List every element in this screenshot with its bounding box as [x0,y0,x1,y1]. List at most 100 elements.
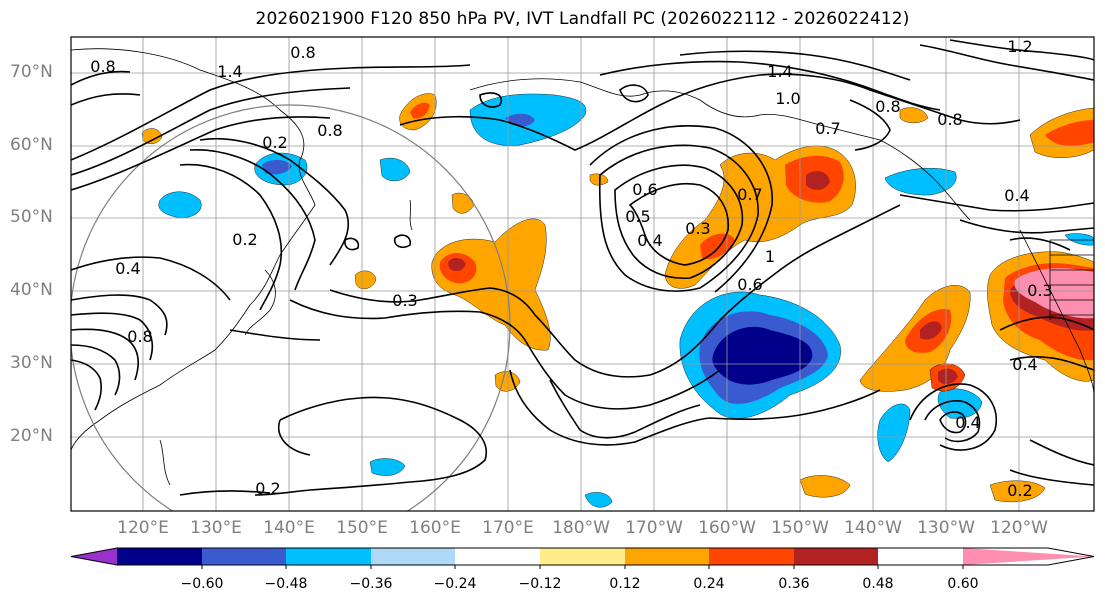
contour-label: 0.8 [317,121,342,140]
contour-label: 1.2 [1007,37,1032,56]
neg-anomaly-region [584,492,613,508]
shading-layer [141,93,1094,508]
lon-label: 130°W [917,518,975,538]
colorbar [70,547,1095,569]
colorbar-tick-label: −0.12 [518,576,562,592]
colorbar-segment [117,548,202,565]
colorbar-segment [709,548,794,565]
colorbar-tick-label: −0.48 [264,576,308,592]
contour-label: 0.2 [262,133,287,152]
contour-label: 0.5 [625,207,650,226]
contour-label: 0.3 [685,219,710,238]
contour-label: 0.8 [90,57,115,76]
contour-label: 0.7 [737,185,762,204]
colorbar-tick-label: 0.36 [778,576,810,592]
colorbar-tick-label: −0.60 [180,576,224,592]
contour-label: 0.2 [255,479,280,498]
contour-label: 0.8 [937,110,962,129]
contour-label: 0.4 [955,413,980,432]
colorbar-segment [286,548,371,565]
coastlines [71,48,1094,486]
contour-label: 0.4 [637,231,662,250]
contour-label: 0.8 [875,97,900,116]
lat-label: 40°N [10,280,53,300]
contour-labels: 0.8 0.8 1.4 0.8 1.4 1.2 1.0 0.8 0.7 0.8 0.2 0.4 0.2 0… [90,37,1052,500]
colorbar-segment [71,548,117,565]
contour-label: 0.7 [815,119,840,138]
lon-label: 120°W [990,518,1048,538]
lon-label: 170°E [482,518,534,538]
contour-label: 1.4 [217,62,242,81]
contour-lines [71,39,1094,496]
colorbar-segment [794,548,878,565]
colorbar-segment [371,548,455,565]
colorbar-tick-label: 0.48 [862,576,894,592]
contour-label: 1.4 [767,62,792,81]
colorbar-tick-label: 0.60 [947,576,979,592]
lon-label: 170°W [625,518,683,538]
lat-label: 20°N [10,426,53,446]
colorbar-segment [455,548,540,565]
contour-label: 0.3 [392,291,417,310]
contour-label: 0.3 [1027,281,1052,300]
neg-anomaly-region [877,403,911,463]
lon-label: 150°W [771,518,829,538]
lat-label: 50°N [10,207,53,227]
neg-anomaly-region [1064,233,1094,246]
pos-anomaly-region [589,173,609,186]
pos-anomaly-region [920,321,942,340]
contour-label: 0.8 [290,43,315,62]
neg-anomaly-region [884,168,957,196]
colorbar-outline [70,547,1095,566]
map-frame [70,36,1095,512]
lon-label: 160°W [698,518,756,538]
lat-label: 30°N [10,353,53,373]
gridlines [71,37,1094,511]
colorbar-segment [625,548,709,565]
lon-label: 120°E [117,518,169,538]
neg-anomaly-region [369,458,406,476]
lon-label: 130°E [190,518,242,538]
lon-label: 150°E [336,518,388,538]
lon-label: 180°W [552,518,610,538]
lat-label: 70°N [10,62,53,82]
contour-label: 0.8 [127,327,152,346]
contour-label: 1 [765,247,775,266]
pos-anomaly-region [448,258,466,272]
contour-label: 0.2 [232,230,257,249]
colorbar-tick-label: 0.24 [693,576,725,592]
colorbar-tick-label: −0.36 [349,576,393,592]
colorbar-segment [540,548,625,565]
lon-label: 160°E [409,518,461,538]
lon-label: 140°W [844,518,902,538]
pos-anomaly-region [410,102,430,119]
neg-anomaly-region [379,157,411,182]
pos-anomaly-region [899,107,929,124]
pos-anomaly-region [354,270,377,290]
neg-anomaly-region [158,191,202,219]
lat-label: 60°N [10,135,53,155]
pos-anomaly-region [1014,268,1094,319]
contour-label: 0.2 [1007,481,1032,500]
pos-anomaly-region [431,218,551,351]
colorbar-segment [202,548,286,565]
contour-label: 0.4 [115,259,140,278]
contour-label: 0.6 [632,180,657,199]
lon-label: 140°E [263,518,315,538]
pos-anomaly-region [799,475,851,498]
contour-label: 0.4 [1012,355,1037,374]
chart-title: 2026021900 F120 850 hPa PV, IVT Landfall… [255,9,910,29]
pos-anomaly-region [989,480,1046,503]
colorbar-tick-label: 0.12 [609,576,641,592]
pos-anomaly-region [938,368,958,385]
neg-anomaly-region [712,326,813,385]
contour-label: 0.6 [737,275,762,294]
contour-label: 1.0 [775,89,800,108]
pos-anomaly-region [1045,120,1094,146]
pos-anomaly-region [806,170,830,190]
contour-label: 0.4 [1004,186,1029,205]
pos-anomaly-region [700,233,735,260]
colorbar-tick-label: −0.24 [433,576,477,592]
neg-anomaly-region [262,159,292,175]
